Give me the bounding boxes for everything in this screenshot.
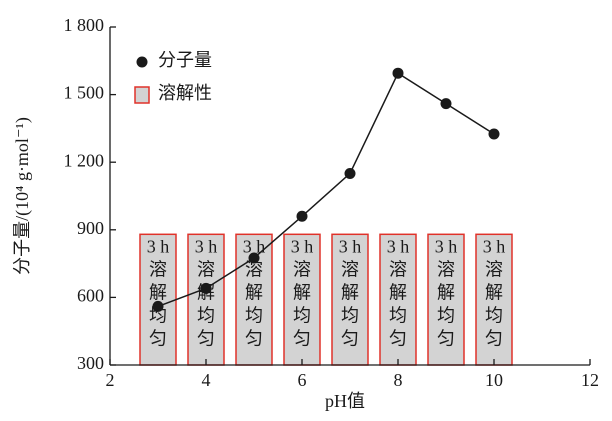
bar xyxy=(427,233,465,366)
legend-label: 分子量 xyxy=(158,50,212,70)
bar-text: 匀 xyxy=(341,328,359,348)
bar xyxy=(283,233,321,366)
bar-text: 匀 xyxy=(149,328,167,348)
y-tick-label: 1 500 xyxy=(64,83,105,103)
point xyxy=(248,252,260,264)
bar-text: 溶 xyxy=(293,259,311,279)
bar-text: 匀 xyxy=(245,328,263,348)
legend-label: 溶解性 xyxy=(158,83,212,103)
line xyxy=(157,72,495,308)
y-tick-label: 300 xyxy=(77,353,104,373)
x-tick-label: 4 xyxy=(202,370,211,390)
point xyxy=(152,300,164,312)
bar-text: 解 xyxy=(341,282,359,302)
x-axis-label: pH值 xyxy=(325,391,365,411)
bar-text: 3 h xyxy=(387,236,410,256)
bar-text: 解 xyxy=(389,282,407,302)
bar-text: 3 h xyxy=(195,236,218,256)
bar-text: 3 h xyxy=(483,236,506,256)
point xyxy=(392,67,404,79)
bar-text: 匀 xyxy=(437,328,455,348)
bar-text: 均 xyxy=(245,305,263,325)
bar-text: 解 xyxy=(485,282,503,302)
y-tick-label: 1 800 xyxy=(64,15,105,35)
legend-swatch xyxy=(136,56,148,68)
bar-text: 解 xyxy=(437,282,455,302)
bar-text: 3 h xyxy=(147,236,170,256)
bar-text: 溶 xyxy=(341,259,359,279)
bar-text: 3 h xyxy=(243,236,266,256)
bar-text: 匀 xyxy=(485,328,503,348)
y-axis-label: 分子量/(10⁴ g·mol⁻¹) xyxy=(12,117,33,275)
bar-text: 均 xyxy=(389,305,407,325)
point xyxy=(200,282,212,294)
bar-text: 均 xyxy=(485,305,503,325)
bar xyxy=(331,233,369,366)
point xyxy=(440,98,452,110)
bar-text: 3 h xyxy=(435,236,458,256)
bar-text: 均 xyxy=(341,305,359,325)
x-tick-label: 10 xyxy=(485,370,503,390)
y-tick-label: 900 xyxy=(77,218,104,238)
bar-text: 均 xyxy=(197,305,215,325)
bar-text: 解 xyxy=(245,282,263,302)
bar-text: 溶 xyxy=(389,259,407,279)
bar-text: 匀 xyxy=(389,328,407,348)
bar-text: 溶 xyxy=(437,259,455,279)
y-tick-label: 600 xyxy=(77,286,104,306)
x-tick-label: 2 xyxy=(106,370,115,390)
bar-text: 3 h xyxy=(339,236,362,256)
bar-text: 溶 xyxy=(197,259,215,279)
point xyxy=(296,210,308,222)
bar xyxy=(475,233,513,366)
x-tick-label: 12 xyxy=(581,370,599,390)
x-tick-label: 6 xyxy=(298,370,307,390)
bar-text: 3 h xyxy=(291,236,314,256)
bar-text: 均 xyxy=(149,305,167,325)
bar xyxy=(379,233,417,366)
bar-text: 匀 xyxy=(197,328,215,348)
bar xyxy=(139,233,177,366)
y-tick-label: 1 200 xyxy=(64,150,105,170)
bar-text: 溶 xyxy=(485,259,503,279)
bar-text: 溶 xyxy=(245,259,263,279)
bar-text: 均 xyxy=(437,305,455,325)
point xyxy=(344,167,356,179)
bar-text: 均 xyxy=(293,305,311,325)
point xyxy=(488,128,500,140)
bar-text: 解 xyxy=(149,282,167,302)
legend-swatch xyxy=(134,86,150,104)
bar-text: 匀 xyxy=(293,328,311,348)
bar-text: 解 xyxy=(293,282,311,302)
x-tick-label: 8 xyxy=(394,370,403,390)
bar-text: 溶 xyxy=(149,259,167,279)
